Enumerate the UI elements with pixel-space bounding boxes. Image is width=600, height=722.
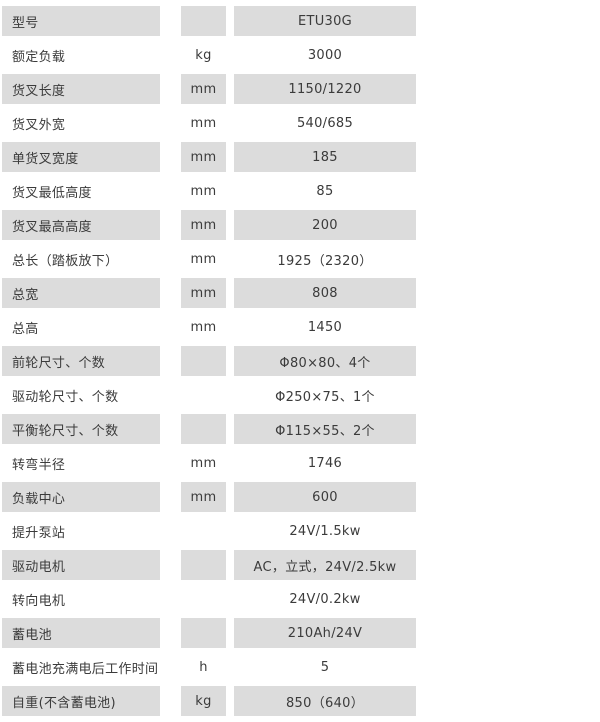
spec-value-cell: 3000 [307, 47, 343, 63]
spec-value-cell: ETU30G [234, 6, 416, 36]
spec-value-cell: 1450 [307, 319, 343, 335]
table-row: 货叉外宽 mm 540/685 [2, 108, 600, 138]
spec-value-cell: AC，立式，24V/2.5kw [234, 550, 416, 580]
table-row: 转向电机 24V/0.2kw [2, 584, 600, 614]
spec-value-cell: Φ250×75、1个 [275, 389, 375, 405]
table-row: 总高 mm 1450 [2, 312, 600, 342]
table-row: 前轮尺寸、个数 Φ80×80、4个 [2, 346, 600, 376]
spec-value-cell: 5 [320, 659, 330, 675]
spec-value-cell: 850（640） [234, 686, 416, 716]
spec-value-cell: 808 [234, 278, 416, 308]
table-row: 额定负载 kg 3000 [2, 40, 600, 70]
spec-value-cell: 185 [234, 142, 416, 172]
spec-unit-cell [181, 380, 226, 410]
spec-parameter-label: 货叉最高高度 [2, 210, 160, 240]
spec-parameter-label: 提升泵站 [12, 525, 66, 541]
table-row: 蓄电池充满电后工作时间 h 5 [2, 652, 600, 682]
spec-parameter-label: 前轮尺寸、个数 [2, 346, 160, 376]
spec-parameter-label: 驱动轮尺寸、个数 [12, 389, 119, 405]
spec-unit-cell: mm [181, 278, 226, 308]
spec-unit-cell: kg [181, 686, 226, 716]
table-row: 自重(不含蓄电池) kg 850（640） [2, 686, 600, 716]
spec-unit-cell [181, 346, 226, 376]
spec-value-cell: 200 [234, 210, 416, 240]
table-row: 总长（踏板放下） mm 1925（2320） [2, 244, 600, 274]
spec-unit-cell [181, 618, 226, 648]
table-row: 驱动电机 AC，立式，24V/2.5kw [2, 550, 600, 580]
spec-parameter-label: 驱动电机 [2, 550, 160, 580]
spec-unit-cell: mm [190, 251, 217, 267]
spec-unit-cell [181, 550, 226, 580]
spec-parameter-label: 蓄电池 [2, 618, 160, 648]
spec-unit-cell [181, 516, 226, 546]
spec-value-cell: 1150/1220 [234, 74, 416, 104]
table-row: 货叉长度 mm 1150/1220 [2, 74, 600, 104]
spec-value-cell: Φ80×80、4个 [234, 346, 416, 376]
spec-parameter-label: 货叉最低高度 [12, 185, 92, 201]
spec-parameter-label: 额定负载 [12, 49, 66, 65]
spec-value-cell: 1925（2320） [277, 253, 373, 269]
spec-parameter-label: 平衡轮尺寸、个数 [2, 414, 160, 444]
table-row: 提升泵站 24V/1.5kw [2, 516, 600, 546]
spec-value-cell: 600 [234, 482, 416, 512]
spec-unit-cell: mm [181, 210, 226, 240]
spec-value-cell: 210Ah/24V [234, 618, 416, 648]
spec-parameter-label: 货叉外宽 [12, 117, 66, 133]
table-row: 转弯半径 mm 1746 [2, 448, 600, 478]
spec-unit-cell: mm [190, 183, 217, 199]
table-row: 驱动轮尺寸、个数 Φ250×75、1个 [2, 380, 600, 410]
spec-unit-cell [181, 414, 226, 444]
spec-parameter-label: 总宽 [2, 278, 160, 308]
spec-unit-cell: mm [190, 115, 217, 131]
spec-parameter-label: 自重(不含蓄电池) [2, 686, 160, 716]
spec-unit-cell: mm [181, 482, 226, 512]
spec-value-cell: 85 [316, 183, 334, 199]
table-row: 货叉最高高度 mm 200 [2, 210, 600, 240]
spec-unit-cell [181, 6, 226, 36]
spec-parameter-label: 蓄电池充满电后工作时间 [12, 661, 159, 677]
spec-unit-cell: mm [190, 455, 217, 471]
spec-parameter-label: 总长（踏板放下） [12, 253, 119, 269]
spec-value-cell: 1746 [307, 455, 343, 471]
spec-parameter-label: 总高 [12, 321, 39, 337]
table-row: 蓄电池 210Ah/24V [2, 618, 600, 648]
table-row: 平衡轮尺寸、个数 Φ115×55、2个 [2, 414, 600, 444]
spec-unit-cell: mm [190, 319, 217, 335]
table-row: 单货叉宽度 mm 185 [2, 142, 600, 172]
table-row: 总宽 mm 808 [2, 278, 600, 308]
table-row: 型号 ETU30G [2, 6, 600, 36]
spec-parameter-label: 货叉长度 [2, 74, 160, 104]
spec-value-cell: Φ115×55、2个 [234, 414, 416, 444]
spec-unit-cell: mm [181, 74, 226, 104]
spec-unit-cell: kg [195, 47, 212, 63]
table-row: 负载中心 mm 600 [2, 482, 600, 512]
spec-parameter-label: 负载中心 [2, 482, 160, 512]
spec-unit-cell [181, 584, 226, 614]
spec-parameter-label: 单货叉宽度 [2, 142, 160, 172]
spec-unit-cell: h [199, 659, 208, 675]
spec-parameter-label: 转向电机 [12, 593, 66, 609]
spec-parameter-label: 转弯半径 [12, 457, 66, 473]
spec-parameter-label: 型号 [2, 6, 160, 36]
spec-value-cell: 540/685 [296, 115, 354, 131]
table-row: 货叉最低高度 mm 85 [2, 176, 600, 206]
spec-unit-cell: mm [181, 142, 226, 172]
spec-value-cell: 24V/0.2kw [289, 591, 361, 607]
spec-value-cell: 24V/1.5kw [289, 523, 361, 539]
